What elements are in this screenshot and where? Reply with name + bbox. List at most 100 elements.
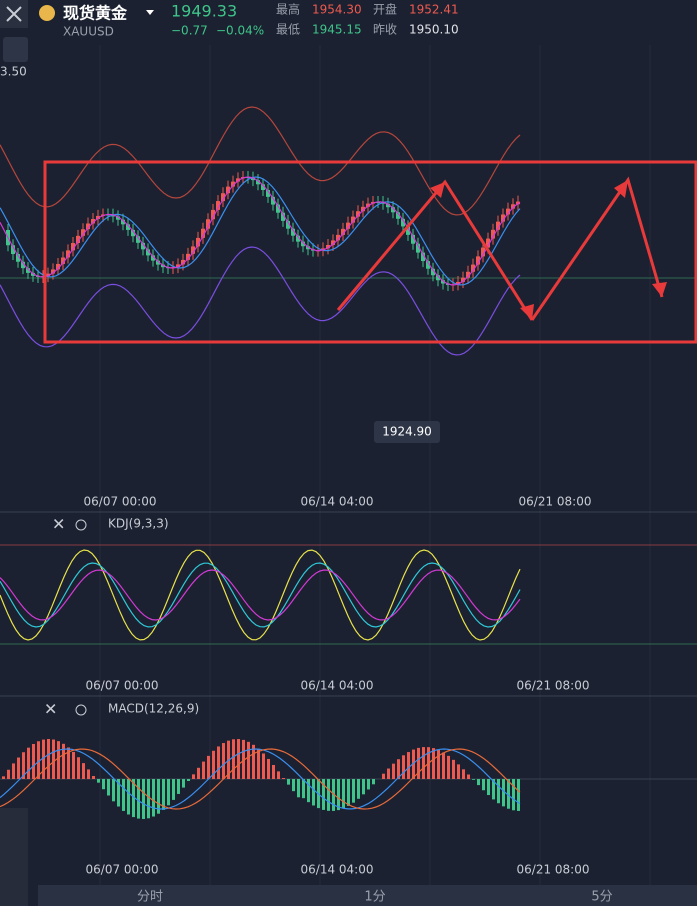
histogram-bar (407, 752, 410, 779)
candle (71, 243, 75, 251)
candle (236, 178, 240, 182)
indicator-line (0, 176, 521, 286)
candle (271, 196, 275, 205)
candle (501, 214, 505, 222)
candle (406, 226, 410, 235)
histogram-bar (12, 763, 15, 779)
histogram-bar (272, 764, 275, 779)
candle (326, 244, 330, 249)
candle (261, 184, 265, 190)
candle (366, 203, 370, 207)
time-label: 06/14 04:00 (301, 863, 374, 877)
candle (211, 209, 215, 220)
histogram-bar (447, 755, 450, 779)
change-pct: −0.04% (216, 24, 264, 38)
candle (401, 218, 405, 227)
histogram-bar (292, 779, 295, 792)
candle (346, 222, 350, 229)
histogram-bar (37, 741, 40, 779)
histogram-bar (362, 779, 365, 795)
indicator-line (0, 748, 521, 810)
candle (66, 250, 70, 258)
histogram-bar (417, 747, 420, 779)
candle (461, 277, 465, 282)
histogram-bar (72, 751, 75, 779)
histogram-bar (202, 761, 205, 779)
histogram-bar (132, 779, 135, 818)
histogram-bar (172, 779, 175, 800)
histogram-bar (62, 743, 65, 779)
histogram-bar (102, 779, 105, 790)
histogram-bar (157, 779, 160, 814)
tab[interactable]: 5分 (591, 890, 612, 905)
candle (201, 228, 205, 238)
histogram-bar (387, 768, 390, 779)
histogram-bar (167, 779, 170, 806)
histogram-bar (7, 769, 10, 779)
indicator-line (0, 748, 521, 810)
candle (131, 229, 135, 237)
time-label: 06/14 04:00 (301, 495, 374, 509)
histogram-bar (177, 779, 180, 794)
candle (196, 237, 200, 247)
histogram-bar (32, 743, 35, 779)
change: −0.77 (171, 24, 208, 38)
histogram-bar (402, 755, 405, 779)
instrument-name[interactable]: 现货黄金 (63, 4, 128, 23)
candle (476, 256, 480, 265)
stat-label: 最低 (276, 23, 300, 37)
histogram-bar (22, 752, 25, 779)
candle (356, 211, 360, 217)
candle (11, 245, 15, 255)
symbol: XAUUSD (63, 25, 114, 39)
price-label: 3.50 (0, 65, 27, 79)
candle (416, 243, 420, 253)
histogram-bar (147, 779, 150, 819)
time-label: 06/14 04:00 (301, 679, 374, 693)
histogram-bar (337, 779, 340, 811)
candle (421, 252, 425, 262)
histogram-bar (92, 776, 95, 779)
indicator-line (0, 569, 521, 621)
histogram-bar (117, 779, 120, 807)
histogram-bar (247, 741, 250, 779)
close-indicator[interactable]: ✕ (44, 700, 57, 719)
histogram-bar (372, 779, 375, 785)
close-icon (6, 6, 22, 22)
histogram-bar (477, 779, 480, 786)
candle (231, 181, 235, 187)
histogram-bar (97, 779, 100, 783)
histogram-bar (242, 739, 245, 779)
candle (506, 208, 510, 215)
histogram-bar (187, 779, 190, 781)
tab[interactable]: 分时 (137, 890, 163, 905)
histogram-bar (282, 778, 285, 779)
histogram-bar (122, 779, 125, 811)
settings-icon[interactable] (75, 704, 87, 716)
histogram-bar (87, 769, 90, 779)
histogram-bar (422, 747, 425, 779)
expand-button[interactable] (3, 37, 28, 62)
stat-label: 昨收 (373, 23, 397, 37)
histogram-bar (307, 779, 310, 803)
histogram-bar (207, 755, 210, 779)
candle (51, 269, 55, 274)
candle (361, 206, 365, 212)
histogram-bar (342, 779, 345, 809)
histogram-bar (497, 779, 500, 804)
histogram-bar (107, 779, 110, 796)
settings-icon[interactable] (75, 519, 87, 531)
histogram-bar (192, 774, 195, 779)
candle (251, 177, 255, 181)
histogram-bar (252, 744, 255, 779)
histogram-bar (77, 757, 80, 779)
candle (486, 238, 490, 248)
dropdown-icon (146, 10, 154, 15)
histogram-bar (397, 759, 400, 779)
tab[interactable]: 1分 (364, 890, 385, 905)
histogram-bar (492, 779, 495, 800)
close-indicator[interactable]: ✕ (52, 515, 65, 534)
histogram-bar (322, 779, 325, 810)
